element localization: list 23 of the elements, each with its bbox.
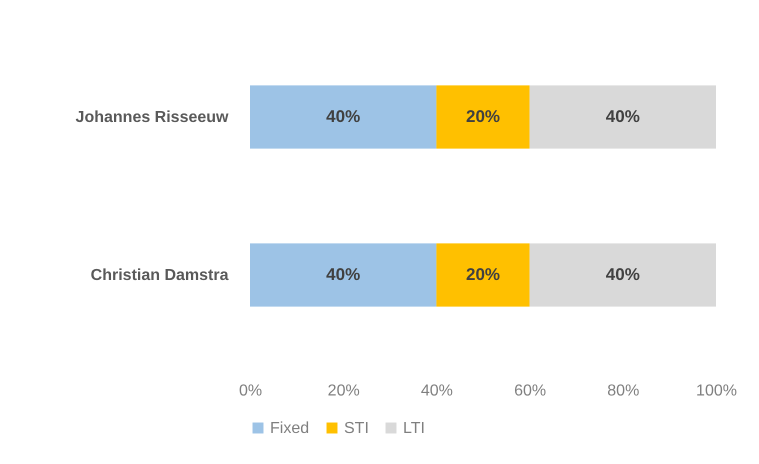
bar [530,243,716,307]
data-label: 40% [326,107,360,126]
x-tick-label: 80% [607,382,640,400]
legend-label: Fixed [270,420,310,437]
x-tick-label: 0% [238,382,262,400]
y-tick-label: Christian Damstra [90,267,229,284]
x-tick-label: 100% [696,382,737,400]
bar [436,85,530,149]
x-tick-label: 40% [420,382,453,400]
bar [530,85,716,149]
x-tick-label: 20% [328,382,360,400]
x-tick-label: 60% [514,382,546,400]
legend-label: LTI [403,420,425,437]
data-label: 20% [466,265,500,284]
data-label: 40% [606,265,640,284]
data-label: 20% [466,107,500,126]
data-label: 40% [606,107,640,126]
legend-label: STI [344,420,369,437]
y-tick-label: Johannes Risseeuw [76,109,230,126]
bar [436,243,530,307]
data-label: 40% [326,265,360,284]
bar [250,243,436,307]
bar [250,85,436,149]
